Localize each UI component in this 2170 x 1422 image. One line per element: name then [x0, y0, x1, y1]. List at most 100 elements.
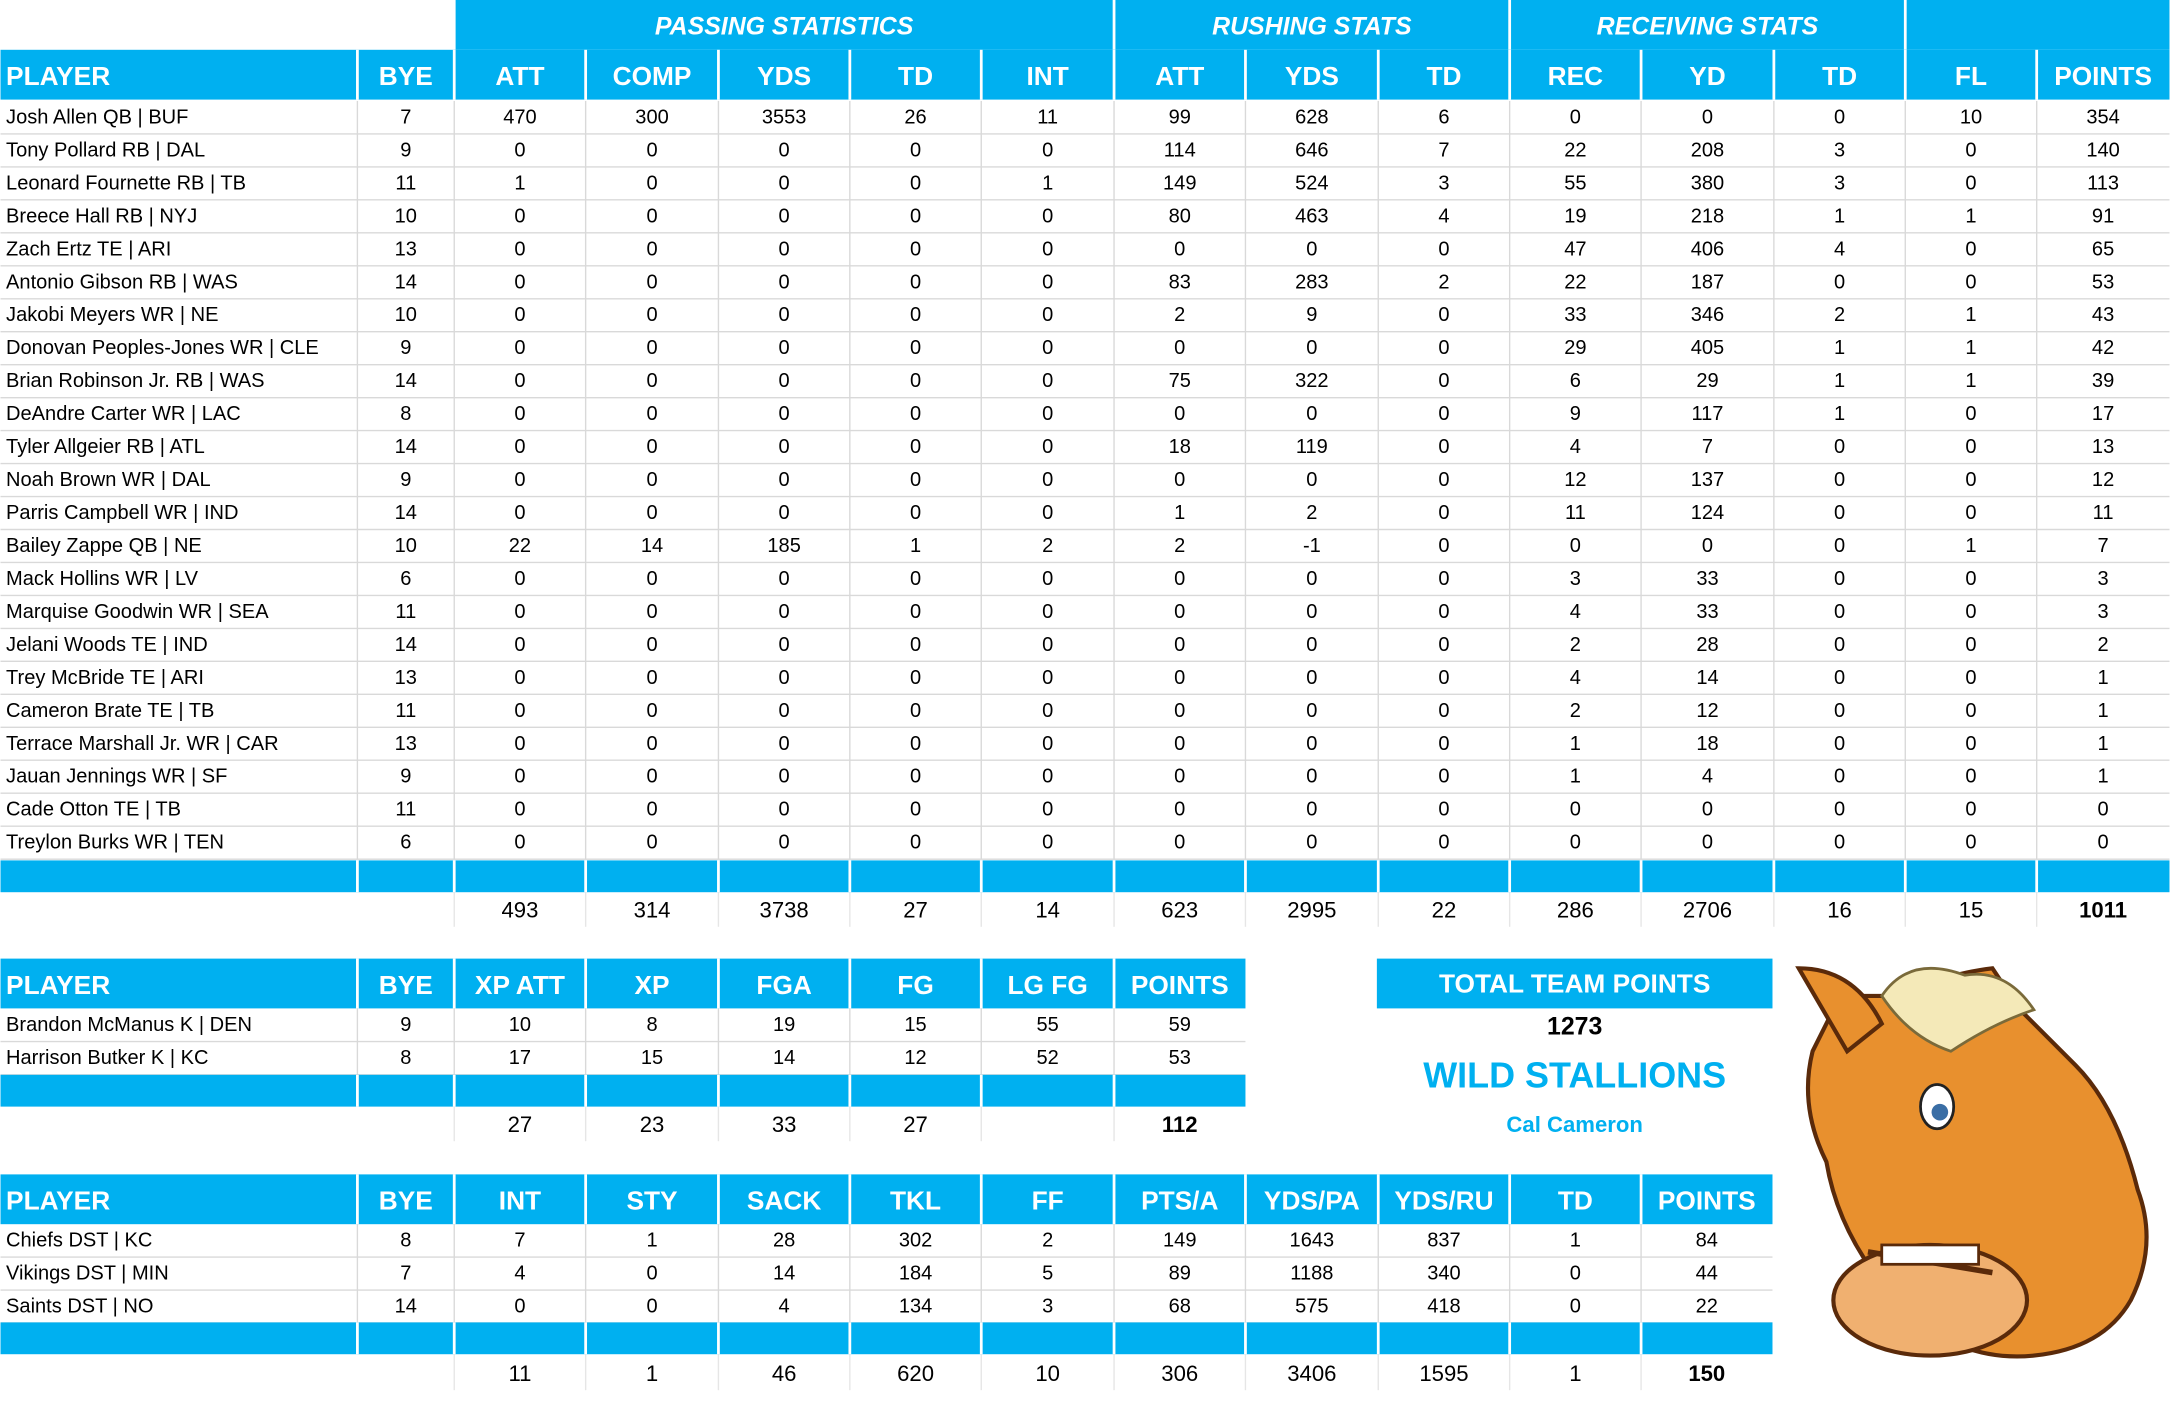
column-header: STY [626, 1186, 678, 1216]
cell: 463 [1295, 205, 1328, 227]
cell: 0 [1438, 568, 1449, 590]
cell: 0 [1174, 832, 1185, 854]
cell: 0 [646, 139, 657, 161]
cell: 13 [2092, 436, 2114, 458]
cell: 0 [1174, 337, 1185, 359]
total: 46 [772, 1361, 797, 1386]
cell: 0 [1965, 667, 1976, 689]
cell: 22 [509, 535, 531, 557]
cell: 6 [1570, 370, 1581, 392]
team-name: WILD STALLIONS [1423, 1054, 1726, 1095]
cell: 0 [1174, 238, 1185, 260]
cell: 68 [1169, 1295, 1191, 1317]
cell: 1 [2098, 766, 2109, 788]
total: 16 [1827, 898, 1852, 923]
cell: 39 [2092, 370, 2114, 392]
cell: 0 [514, 700, 525, 722]
column-header: COMP [613, 61, 692, 91]
team-title: TOTAL TEAM POINTS [1439, 969, 1710, 999]
cell: 0 [1965, 568, 1976, 590]
cell: 59 [1169, 1014, 1191, 1036]
cell: 0 [646, 601, 657, 623]
cell: 0 [910, 601, 921, 623]
cell: 0 [779, 832, 790, 854]
cell: 0 [514, 238, 525, 260]
cell: 1 [1965, 370, 1976, 392]
cell: 15 [641, 1047, 663, 1069]
cell: 7 [1702, 436, 1713, 458]
column-header: PLAYER [6, 61, 110, 91]
cell: 0 [910, 370, 921, 392]
cell: 0 [1834, 568, 1845, 590]
cell: 9 [1306, 304, 1317, 326]
cell: 9 [400, 139, 411, 161]
cell: 0 [910, 304, 921, 326]
cell: 0 [1042, 733, 1053, 755]
cell: 43 [2092, 304, 2114, 326]
cell: 149 [1163, 172, 1196, 194]
cell: 0 [1438, 634, 1449, 656]
cell: 13 [395, 733, 417, 755]
cell: 14 [773, 1047, 795, 1069]
cell: 0 [1702, 832, 1713, 854]
cell: 1 [1834, 337, 1845, 359]
cell: 0 [646, 304, 657, 326]
cell: 0 [646, 1263, 657, 1285]
cell: 0 [646, 766, 657, 788]
cell: 0 [1570, 106, 1581, 128]
cell: 354 [2086, 106, 2119, 128]
cell: 0 [1042, 799, 1053, 821]
cell: 0 [910, 700, 921, 722]
cell: 0 [1306, 634, 1317, 656]
cell: 0 [1174, 766, 1185, 788]
cell: 0 [779, 436, 790, 458]
cell: 0 [910, 667, 921, 689]
cell: 0 [1570, 799, 1581, 821]
cell: 0 [514, 634, 525, 656]
cell: 0 [779, 139, 790, 161]
cell: 65 [2092, 238, 2114, 260]
cell: 14 [395, 502, 417, 524]
cell: 340 [1427, 1263, 1460, 1285]
cell: 28 [1696, 634, 1718, 656]
cell: 2 [1306, 502, 1317, 524]
cell: 137 [1691, 469, 1724, 491]
cell: 134 [899, 1295, 932, 1317]
cell: 42 [2092, 337, 2114, 359]
cell: Tyler Allgeier RB | ATL [6, 436, 205, 458]
cell: 0 [910, 766, 921, 788]
cell: 10 [395, 205, 417, 227]
cell: 1 [646, 1230, 657, 1252]
cell: 52 [1036, 1047, 1058, 1069]
cell: Trey McBride TE | ARI [6, 667, 204, 689]
cell: 1 [514, 172, 525, 194]
cell: 0 [1438, 700, 1449, 722]
cell: 9 [400, 469, 411, 491]
cell: 0 [1834, 634, 1845, 656]
cell: 0 [779, 502, 790, 524]
cell: 2 [1438, 271, 1449, 293]
total: 27 [508, 1112, 533, 1137]
cell: 0 [1438, 304, 1449, 326]
cell: 0 [779, 700, 790, 722]
cell: 124 [1691, 502, 1724, 524]
cell: 0 [1702, 106, 1713, 128]
cell: 0 [1965, 403, 1976, 425]
cell: 0 [1042, 436, 1053, 458]
cell: 22 [1564, 271, 1586, 293]
cell: 0 [910, 436, 921, 458]
cell: 0 [1174, 469, 1185, 491]
cell: 0 [514, 469, 525, 491]
cell: 55 [1564, 172, 1586, 194]
cell: 10 [1960, 106, 1982, 128]
group-header: PASSING STATISTICS [655, 12, 914, 40]
cell: 0 [514, 667, 525, 689]
cell: 0 [514, 733, 525, 755]
cell: 18 [1696, 733, 1718, 755]
column-header: TD [1426, 61, 1461, 91]
cell: 1 [1965, 535, 1976, 557]
cell: 2 [1042, 1230, 1053, 1252]
total: 3406 [1287, 1361, 1336, 1386]
cell: 8 [646, 1014, 657, 1036]
cell: 12 [1696, 700, 1718, 722]
